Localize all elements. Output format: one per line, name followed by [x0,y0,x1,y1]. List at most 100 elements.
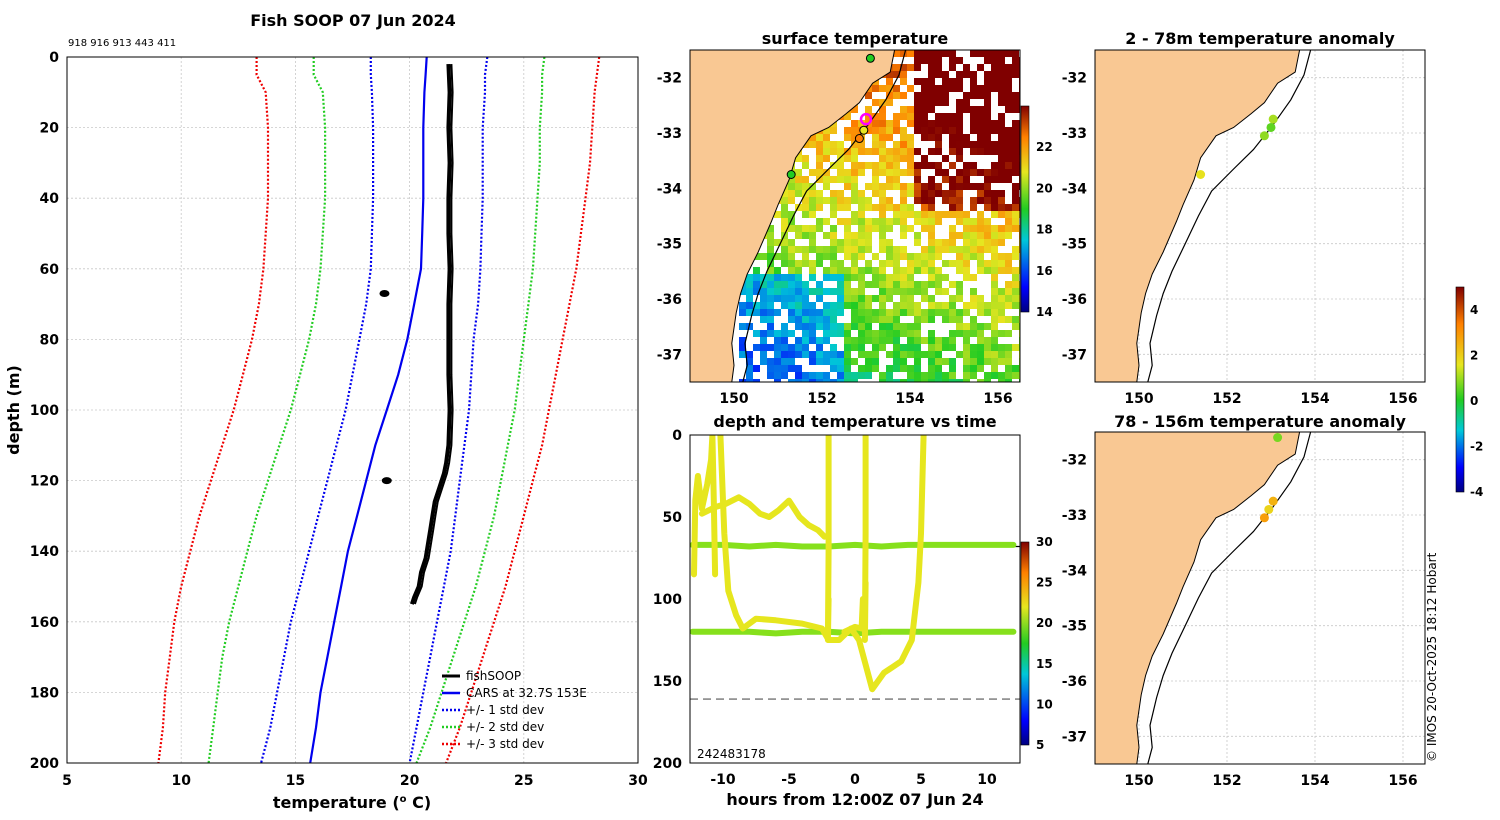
sst-cell [942,113,949,120]
sst-cell [767,253,774,260]
sst-cell [781,211,788,218]
sst-cell [851,211,858,218]
sst-cell [942,127,949,134]
sst-cell [991,281,998,288]
sst-cell [851,155,858,162]
sst-cell [795,225,802,232]
sst-cell [935,372,942,379]
timeseries-xtick: -10 [710,772,736,788]
sst-cell [809,323,816,330]
sst-cell [998,57,1005,64]
sst-cell [886,309,893,316]
profile-series [157,56,601,764]
sst-cell [851,295,858,302]
sst-cell [788,253,795,260]
sst-cell [914,330,921,337]
sst-cell [837,162,844,169]
sst-cell [837,190,844,197]
sst-cell [963,71,970,78]
sst-cell [781,246,788,253]
an1-xtick: 150 [1124,391,1153,407]
sst-cell [879,260,886,267]
sst-cell [991,309,998,316]
sst-cell [774,274,781,281]
sst-cell [858,316,865,323]
sst-cell [865,148,872,155]
sst-cell [837,323,844,330]
sst-cell [991,239,998,246]
sst-cell [998,239,1005,246]
anomaly-shallow-point [1266,122,1276,132]
sst-cell [872,218,879,225]
sst-cell [886,176,893,183]
fishsoop-blob [379,290,390,298]
sst-cell [921,162,928,169]
sst-cell [900,365,907,372]
sst-cell [970,127,977,134]
profile-series-2 [260,57,375,764]
sst-cell [991,169,998,176]
sst-cell [956,57,963,64]
sst-cell [1005,253,1012,260]
sst-cell [746,274,753,281]
sst-cell [928,218,935,225]
sst-cell [984,71,991,78]
sst-cell [1005,316,1012,323]
sst-cell [788,379,795,382]
sst-cell [893,92,900,99]
profile-series-1 [408,56,489,764]
sst-cell [879,127,886,134]
sst-cell [977,225,984,232]
sst-cell [879,232,886,239]
sst-cell [935,358,942,365]
sst-cell [956,71,963,78]
sst-cell [767,267,774,274]
sst-cell [872,337,879,344]
sst-cell [991,316,998,323]
sst-cell [851,372,858,379]
sst-cell [1012,253,1019,260]
sst-cell [949,316,956,323]
sst-cell [984,372,991,379]
timeseries-colorbar-ticks: 5 10 15 20 25 30 [1036,535,1053,752]
sst-cell [963,365,970,372]
sst-cell [837,330,844,337]
sst-cell [1012,169,1019,176]
sst-cell [830,246,837,253]
sst-cell [914,323,921,330]
sst-cell [977,337,984,344]
sst-cell [921,78,928,85]
sst-cell [942,190,949,197]
sst-cell [844,127,851,134]
sst-cell [928,148,935,155]
sst-cell [907,302,914,309]
sst-cell [851,183,858,190]
sst-cell [830,211,837,218]
sst-cell [809,267,816,274]
sst-cell [970,288,977,295]
sst-cell [781,365,788,372]
sst-cell [949,302,956,309]
sst-cell [872,358,879,365]
sst-cell [977,92,984,99]
sst-station [786,170,796,179]
sst-cell [753,330,760,337]
sst-cell [851,358,858,365]
sst-cell [949,64,956,71]
sst-cell [767,232,774,239]
sst-cell [837,281,844,288]
sst-cell [907,190,914,197]
sst-cell [879,239,886,246]
sst-cell [802,253,809,260]
sst-cell [893,120,900,127]
sst-cell [858,204,865,211]
sst-cell [865,309,872,316]
profile-title: Fish SOOP 07 Jun 2024 [250,11,456,30]
sst-cell [844,344,851,351]
sst-cell [977,358,984,365]
timeseries-panel: depth and temperature vs time -10 -5 0 5 100… [653,412,1053,809]
sst-cell [928,127,935,134]
sst-cell [879,288,886,295]
sst-cell [914,113,921,120]
sst-cell [858,267,865,274]
